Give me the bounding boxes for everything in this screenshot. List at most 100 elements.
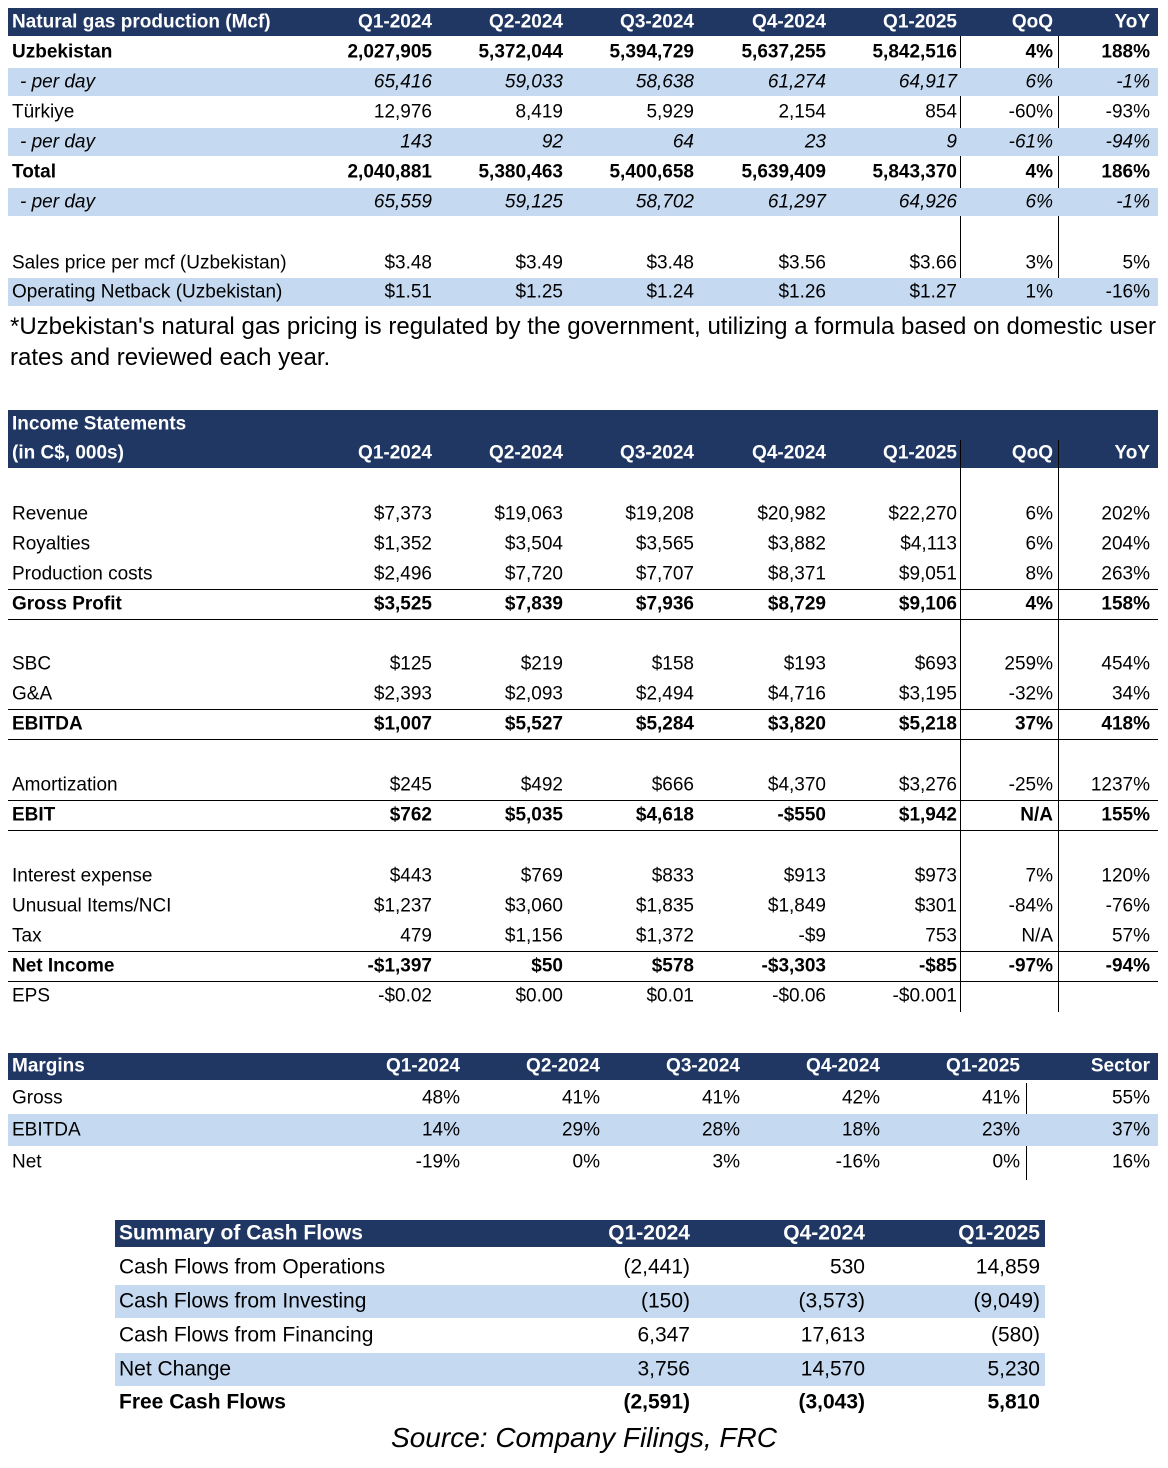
column-header: Sector (1090, 1055, 1150, 1077)
cell-value: $19,208 (625, 503, 694, 525)
cell-value: 12,976 (373, 101, 432, 123)
column-header: Q1-2024 (358, 11, 432, 33)
cell-value: $3.49 (515, 252, 563, 274)
cell-value: $7,839 (504, 593, 563, 615)
cell-value: $2,393 (373, 683, 432, 705)
cell-value: $1.24 (646, 281, 694, 303)
column-header: Q4-2024 (806, 1055, 880, 1077)
cell-value: -61% (1008, 131, 1053, 153)
row-shading (8, 68, 1158, 96)
cell-value: $1,237 (373, 895, 432, 917)
row-label: Unusual Items/NCI (12, 895, 172, 917)
cell-value: 6% (1025, 533, 1053, 555)
cell-value: $7,707 (635, 563, 694, 585)
row-border (8, 739, 1158, 740)
cell-value: $3.48 (384, 252, 432, 274)
cell-value: $443 (389, 865, 432, 887)
cell-value: (3,573) (798, 1289, 865, 1313)
row-label: Interest expense (12, 865, 153, 887)
row-label: SBC (12, 653, 52, 675)
cell-value: 7% (1025, 865, 1053, 887)
cell-value: $2,494 (635, 683, 694, 705)
row-label: Net Income (12, 955, 115, 977)
row-border (8, 830, 1158, 831)
cell-value: 57% (1111, 925, 1150, 947)
cell-value: 263% (1101, 563, 1150, 585)
row-label: Gross (12, 1087, 63, 1109)
cell-value: 42% (841, 1087, 880, 1109)
row-label: - per day (20, 191, 95, 213)
cell-value: 479 (400, 925, 432, 947)
cell-value: $7,936 (635, 593, 694, 615)
cell-value: $3.56 (778, 252, 826, 274)
cell-value: $8,729 (767, 593, 826, 615)
cell-value: 65,559 (373, 191, 432, 213)
header-label: Margins (12, 1055, 85, 1077)
cell-value: $3,195 (898, 683, 957, 705)
cell-value: $20,982 (757, 503, 826, 525)
cell-value: 3,756 (637, 1357, 690, 1381)
cell-value: N/A (1021, 925, 1053, 947)
cell-value: $2,093 (504, 683, 563, 705)
cell-value: 6% (1025, 191, 1053, 213)
cell-value: 5,929 (646, 101, 694, 123)
cell-value: (3,043) (798, 1390, 865, 1414)
cell-value: 18% (841, 1119, 880, 1141)
cell-value: $1,352 (373, 533, 432, 555)
cell-value: -$9 (798, 925, 826, 947)
cell-value: -$3,303 (761, 955, 826, 977)
cell-value: 5,230 (987, 1357, 1040, 1381)
source-note: Source: Company Filings, FRC (391, 1422, 777, 1453)
row-label: EPS (12, 985, 51, 1007)
row-label: Net Change (119, 1357, 232, 1381)
cell-value: $693 (914, 653, 957, 675)
cell-value: 37% (1111, 1119, 1150, 1141)
cell-value: $5,035 (504, 804, 563, 826)
cell-value: 55% (1111, 1087, 1150, 1109)
cell-value: $3.48 (646, 252, 694, 274)
cell-value: -$550 (777, 804, 826, 826)
header-band (8, 1053, 1158, 1080)
row-label: Cash Flows from Operations (119, 1255, 386, 1279)
cell-value: 5,842,516 (872, 41, 957, 63)
cell-value: $3,504 (504, 533, 563, 555)
cell-value: 16% (1111, 1151, 1150, 1173)
row-label: Revenue (12, 503, 89, 525)
cell-value: $301 (914, 895, 957, 917)
cell-value: 5,843,370 (872, 161, 957, 183)
cell-value: $1,372 (635, 925, 694, 947)
cell-value: -$0.02 (378, 985, 432, 1007)
header-label: Natural gas production (Mcf) (12, 11, 271, 33)
cell-value: 48% (421, 1087, 460, 1109)
cell-value: $0.00 (515, 985, 563, 1007)
cell-value: N/A (1020, 804, 1053, 826)
cell-value: 28% (701, 1119, 740, 1141)
footnote: *Uzbekistan's natural gas pricing is reg… (10, 313, 1156, 371)
cell-value: $1,007 (373, 713, 432, 735)
cell-value: 37% (1014, 713, 1053, 735)
cell-value: $3,276 (898, 774, 957, 796)
header-band (115, 1220, 1045, 1247)
cell-value: -84% (1008, 895, 1053, 917)
cell-value: $7,373 (373, 503, 432, 525)
cell-value: 41% (701, 1087, 740, 1109)
cell-value: -93% (1105, 101, 1150, 123)
column-header: Q3-2024 (620, 442, 694, 464)
row-border (8, 589, 1158, 590)
row-label: EBIT (12, 804, 56, 826)
cell-value: 5,810 (987, 1390, 1040, 1414)
cell-value: -76% (1105, 895, 1150, 917)
cell-value: $3.66 (909, 252, 957, 274)
cell-value: 120% (1101, 865, 1150, 887)
cell-value: 0% (572, 1151, 600, 1173)
cell-value: $5,218 (898, 713, 957, 735)
cell-value: -60% (1008, 101, 1053, 123)
column-header: Q4-2024 (783, 1221, 865, 1245)
cell-value: $3,565 (635, 533, 694, 555)
cell-value: 23% (981, 1119, 1020, 1141)
cell-value: -25% (1008, 774, 1053, 796)
cell-value: $1.27 (909, 281, 957, 303)
cell-value: 65,416 (373, 71, 432, 93)
cell-value: $1,156 (504, 925, 563, 947)
